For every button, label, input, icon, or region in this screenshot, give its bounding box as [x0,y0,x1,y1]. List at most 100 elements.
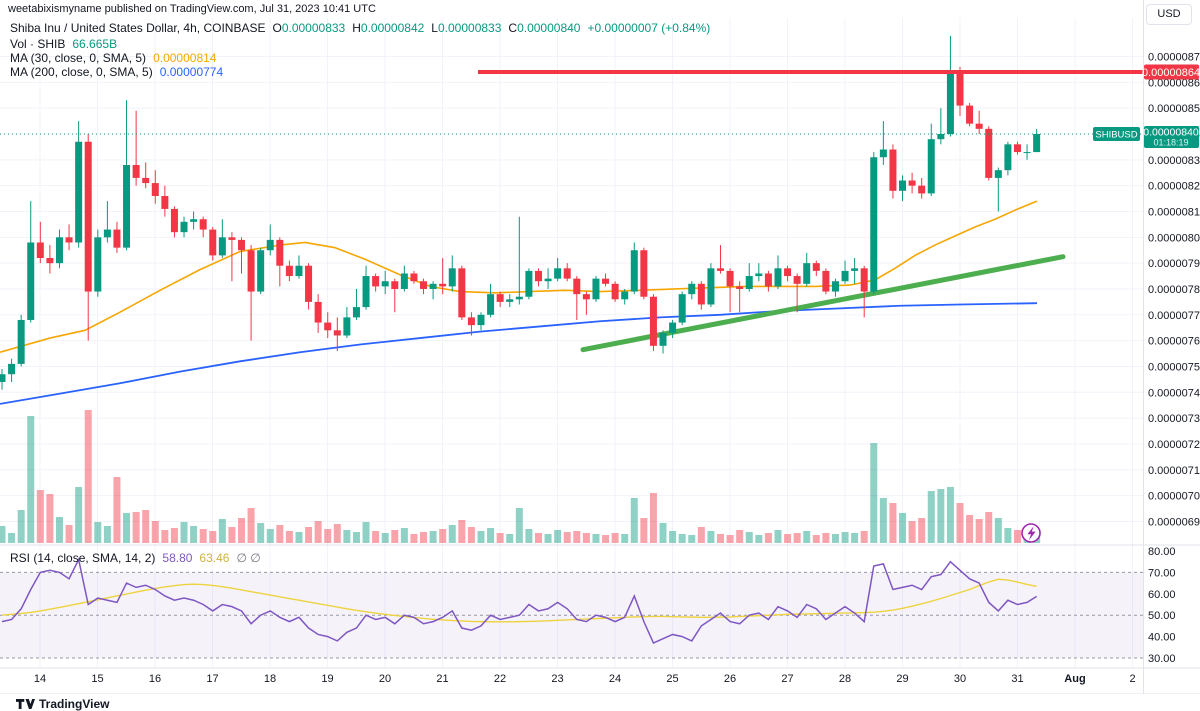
ma200-line [0,302,1038,405]
tradingview-logo[interactable]: TradingView [16,697,109,711]
candle-body [678,294,686,323]
candle-body [908,180,916,186]
volume-bar [669,531,677,543]
volume-bar [879,498,887,543]
volume-bar [774,530,782,543]
candle-body [985,128,993,178]
candle-body [822,270,830,292]
volume-bar [161,530,169,543]
candle-body [352,307,360,318]
time-axis-label: Aug [1064,673,1085,685]
rsi-axis-label: 60.00 [1148,589,1176,601]
volume-bar [582,533,590,543]
volume-bar [448,525,456,543]
volume-bar [908,521,916,543]
candle-body [851,268,859,271]
currency-unit-button[interactable]: USD [1146,4,1192,25]
volume-bar [621,534,629,543]
candle-body [467,317,475,326]
rsi-axis-label: 30.00 [1148,653,1176,665]
time-axis-label: 21 [436,673,448,685]
alert-price-tag-text: 0.00000864 [1142,67,1200,79]
candle-body [199,219,207,230]
lightning-bolt-icon [1027,526,1036,541]
volume-bar [966,515,974,543]
volume-bar [1004,528,1012,543]
candle-body [94,237,102,292]
volume-bar [55,517,63,543]
time-axis-label: 25 [666,673,678,685]
time-axis-label: 20 [379,673,391,685]
candle-body [151,183,159,196]
time-axis-label: 23 [551,673,563,685]
rsi-axis-label: 50.00 [1148,610,1176,622]
volume-bar [659,523,667,543]
candle-body [956,72,964,106]
rsi-axis-label: 80.00 [1148,546,1176,558]
volume-bar [831,534,839,543]
time-axis-label: 22 [494,673,506,685]
candle-body [84,141,92,292]
candle-body [487,294,495,315]
candle-body [180,221,188,233]
candle-body [75,141,83,243]
candle-body [65,237,73,243]
candle-body [372,276,380,287]
candle-body [170,208,178,233]
candle-body [946,72,954,134]
time-axis-label: 18 [264,673,276,685]
volume-bar [420,532,428,543]
time-axis-label: 24 [609,673,621,685]
candle-body [343,317,351,336]
candle-body [27,242,35,320]
volume-bar [994,518,1002,543]
volume-bar [94,522,102,543]
volume-bar [1013,530,1021,543]
volume-bar [755,535,763,543]
candle-body [774,268,782,287]
symbol-tag [1093,127,1140,141]
candle-body [649,296,657,346]
candle-body [362,276,370,308]
candle-body [285,265,293,277]
candle-body [218,237,226,256]
volume-bar [257,523,265,543]
candle-body [582,294,590,300]
volume-bar [956,503,964,543]
volume-bar [391,530,399,543]
time-axis-label: 31 [1011,673,1023,685]
time-axis-label: 14 [34,673,46,685]
volume-bar [851,533,859,543]
candle-body [228,237,236,240]
volume-bar [209,531,217,543]
candle-body [266,239,274,251]
candle-body [534,270,542,282]
candle-body [927,139,935,194]
candle-body [764,273,772,287]
volume-bar [247,508,255,543]
volume-bar [640,518,648,543]
candle-body [0,374,6,382]
candle-body [621,291,629,300]
time-axis-label: 30 [954,673,966,685]
volume-bar [630,498,638,543]
time-axis-label: 28 [839,673,851,685]
candle-body [448,268,456,287]
candle-body [103,229,111,238]
time-axis-label: 26 [724,673,736,685]
volume-bar [467,527,475,543]
price-axis-label: 0.00000690 [1148,516,1200,528]
